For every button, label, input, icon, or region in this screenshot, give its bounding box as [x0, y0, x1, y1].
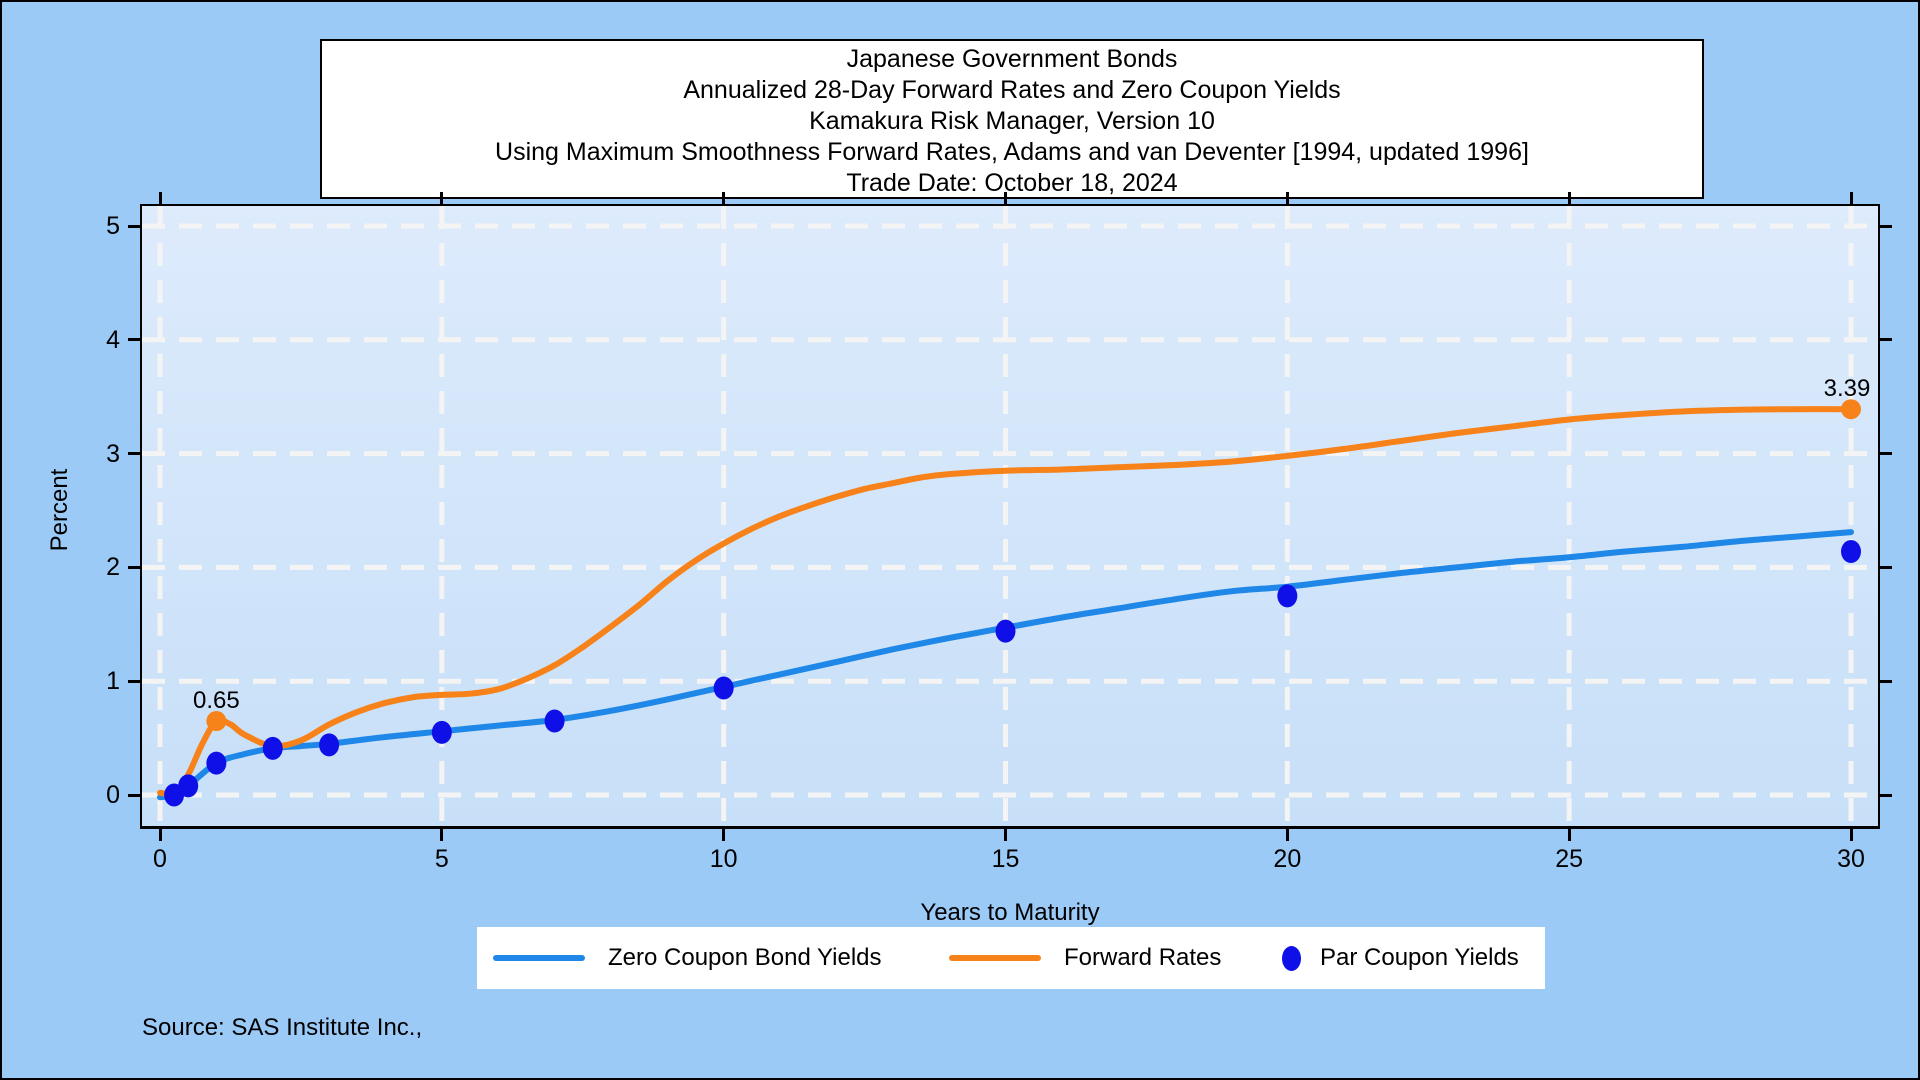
- title-line-2: Annualized 28-Day Forward Rates and Zero…: [683, 76, 1341, 104]
- y-tick-right-0: [1880, 793, 1892, 797]
- y-tick-left-3: [128, 452, 140, 456]
- x-tick-bottom-20: [1285, 829, 1289, 841]
- x-tick-bottom-10: [722, 829, 726, 841]
- title-box: Japanese Government Bonds Annualized 28-…: [320, 39, 1704, 199]
- par-dot-0.5y: [178, 774, 199, 798]
- y-tick-right-5: [1880, 224, 1892, 228]
- forward-marker-30y: [1841, 399, 1861, 420]
- par-dot-7y: [544, 709, 565, 733]
- x-tick-bottom-25: [1567, 829, 1571, 841]
- par-dot-2y: [262, 736, 283, 760]
- y-tick-left-1: [128, 679, 140, 683]
- legend-line-swatch-forward-rates: [949, 955, 1041, 961]
- x-tick-top-5: [440, 192, 444, 204]
- series-line-forward-rates: [157, 406, 1854, 798]
- x-tick-top-15: [1004, 192, 1007, 204]
- legend-label-forward-rates: Forward Rates: [1064, 944, 1222, 971]
- par-dot-1y: [206, 751, 227, 775]
- source-note: Source: SAS Institute Inc.,: [142, 1014, 423, 1041]
- x-tick-label-30: 30: [1837, 845, 1865, 873]
- par-dot-10y: [713, 676, 734, 700]
- y-tick-right-3: [1880, 452, 1892, 456]
- par-dot-5y: [431, 720, 452, 744]
- legend: Zero Coupon Bond Yields Forward Rates Pa…: [477, 927, 1545, 989]
- y-tick-right-2: [1880, 565, 1892, 569]
- par-dot-15y: [995, 619, 1016, 643]
- x-tick-top-20: [1285, 192, 1289, 204]
- title-line-4: Using Maximum Smoothness Forward Rates, …: [495, 138, 1529, 166]
- x-axis-title: Years to Maturity: [920, 899, 1100, 926]
- y-tick-label-1: 1: [106, 667, 120, 696]
- y-tick-label-4: 4: [106, 325, 120, 354]
- x-tick-top-10: [722, 192, 726, 204]
- y-tick-left-2: [128, 565, 140, 569]
- series-line-zero-coupon-bond-yields: [157, 529, 1854, 801]
- title-line-5: Trade Date: October 18, 2024: [846, 169, 1178, 197]
- par-dot-30y: [1841, 539, 1861, 563]
- par-dot-20y: [1277, 584, 1298, 608]
- x-tick-label-0: 0: [153, 845, 167, 873]
- y-tick-left-0: [128, 793, 140, 797]
- title-line-3: Kamakura Risk Manager, Version 10: [809, 107, 1215, 135]
- point-label-0.65: 0.65: [193, 687, 240, 714]
- title-line-1: Japanese Government Bonds: [846, 45, 1178, 73]
- y-tick-label-3: 3: [106, 439, 120, 468]
- point-label-3.39: 3.39: [1824, 375, 1871, 402]
- x-tick-label-15: 15: [991, 845, 1020, 873]
- y-tick-label-2: 2: [106, 553, 120, 582]
- forward-marker-1y: [206, 711, 227, 732]
- x-tick-label-5: 5: [434, 845, 449, 873]
- x-tick-top-25: [1567, 192, 1571, 204]
- x-tick-bottom-0: [158, 829, 162, 841]
- par-dot-3y: [319, 733, 340, 757]
- x-tick-top-0: [158, 192, 162, 204]
- y-tick-label-5: 5: [106, 212, 120, 240]
- y-tick-label-0: 0: [106, 781, 120, 809]
- x-tick-label-10: 10: [709, 845, 738, 873]
- legend-label-par-coupon: Par Coupon Yields: [1320, 944, 1519, 971]
- x-tick-bottom-15: [1004, 829, 1007, 841]
- legend-dot-swatch-par-coupon: [1282, 946, 1301, 971]
- plot-svg: 0.65 3.39: [142, 206, 1878, 827]
- x-tick-bottom-30: [1849, 829, 1853, 841]
- y-tick-right-4: [1880, 338, 1892, 342]
- y-tick-left-4: [128, 338, 140, 342]
- legend-label-zero-coupon: Zero Coupon Bond Yields: [608, 944, 882, 971]
- plot-area: 0.65 3.39: [140, 204, 1880, 829]
- x-tick-top-30: [1849, 192, 1853, 204]
- legend-line-swatch-zero-coupon: [493, 955, 585, 961]
- x-tick-label-25: 25: [1555, 845, 1584, 873]
- x-tick-label-20: 20: [1273, 845, 1302, 873]
- y-tick-right-1: [1880, 679, 1892, 683]
- x-tick-bottom-5: [440, 829, 444, 841]
- y-tick-left-5: [128, 224, 140, 228]
